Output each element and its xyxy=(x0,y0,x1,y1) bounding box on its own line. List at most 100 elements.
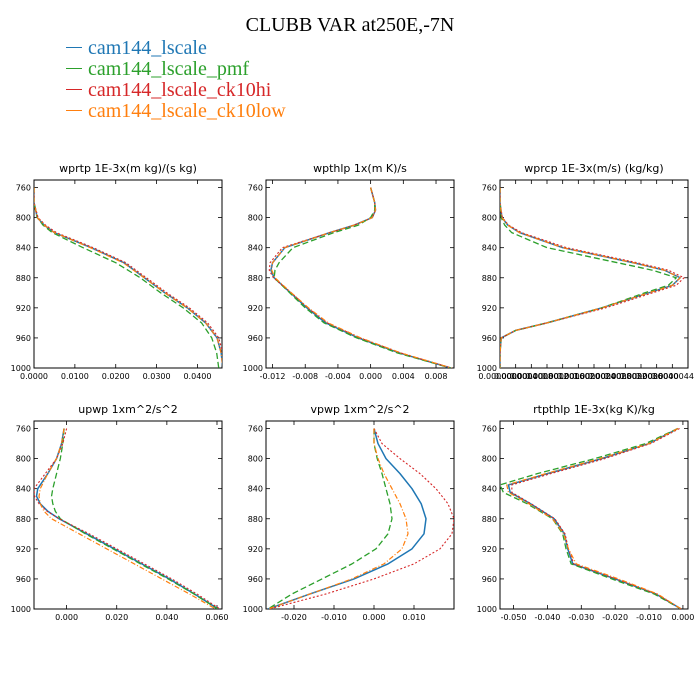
y-tick-label: 760 xyxy=(482,425,497,434)
y-tick-label: 960 xyxy=(482,575,497,584)
x-tick-label: 0.0300 xyxy=(143,372,171,381)
y-tick-label: 800 xyxy=(248,214,263,223)
panel-title: wprcp 1E-3x(m/s) (kg/kg) xyxy=(524,162,663,175)
series-line-cam144_lscale_pmf xyxy=(500,427,682,609)
x-tick-label: 0.0400 xyxy=(183,372,211,381)
series-line-cam144_lscale xyxy=(507,427,682,609)
y-tick-label: 760 xyxy=(16,184,31,193)
y-tick-label: 880 xyxy=(248,515,263,524)
panel-title: wprtp 1E-3x(m kg)/(s kg) xyxy=(59,162,197,175)
series-line-cam144_lscale_ck10low xyxy=(34,187,222,367)
x-tick-label: 0.0100 xyxy=(61,372,89,381)
y-tick-label: 1000 xyxy=(243,605,263,614)
series-line-cam144_lscale_ck10hi xyxy=(268,187,452,368)
legend-label: cam144_lscale_ck10hi xyxy=(88,79,272,101)
series-line-cam144_lscale_ck10low xyxy=(38,428,217,609)
x-tick-label: 0.0000004 xyxy=(494,372,537,381)
x-tick-label: -0.020 xyxy=(602,613,628,622)
legend-item: cam144_lscale_ck10low xyxy=(66,101,286,122)
x-tick-label: 0.0000 xyxy=(20,372,48,381)
y-tick-label: 1000 xyxy=(477,364,497,373)
legend-label: cam144_lscale_pmf xyxy=(88,58,250,80)
x-tick-label: 0.0000044 xyxy=(651,372,694,381)
plot-frame xyxy=(33,420,223,610)
y-tick-label: 800 xyxy=(16,214,31,223)
y-tick-label: 960 xyxy=(248,575,263,584)
legend-swatch xyxy=(66,109,82,111)
x-tick-label: 0.0000020 xyxy=(557,372,600,381)
series-line-cam144_lscale_ck10hi xyxy=(34,187,222,353)
y-tick-label: 840 xyxy=(16,485,31,494)
y-tick-label: 960 xyxy=(16,334,31,343)
chart-panel: wprtp 1E-3x(m kg)/(s kg) 760 800 840 880 920 9… xyxy=(11,162,223,381)
y-tick-label: 880 xyxy=(482,515,497,524)
x-tick-label: 0.004 xyxy=(392,372,415,381)
legend-item: cam144_lscale xyxy=(66,38,286,59)
series-line-cam144_lscale_ck10hi xyxy=(511,428,682,609)
chart-panel: upwp 1xm^2/s^2 760 800 840 880 920 960 1000 0.00… xyxy=(11,403,229,622)
y-tick-label: 880 xyxy=(16,515,31,524)
series-line-cam144_lscale_pmf xyxy=(50,428,219,609)
panel-title: rtpthlp 1E-3x(kg K)/kg xyxy=(533,403,655,416)
x-tick-label: -0.004 xyxy=(325,372,351,381)
chart-panel: wprcp 1E-3x(m/s) (kg/kg) 760 800 840 880 920 9… xyxy=(477,162,694,381)
series-line-cam144_lscale_ck10low xyxy=(506,427,682,609)
series-line-cam144_lscale_ck10hi xyxy=(269,428,454,609)
series-line-cam144_lscale_ck10hi xyxy=(500,187,685,368)
series-line-cam144_lscale_pmf xyxy=(267,428,393,609)
x-tick-label: 0.0000012 xyxy=(525,372,568,381)
y-tick-label: 840 xyxy=(248,244,263,253)
plot-frame xyxy=(499,420,689,610)
y-tick-label: 840 xyxy=(482,485,497,494)
series-line-cam144_lscale_pmf xyxy=(273,187,451,368)
x-tick-label: -0.010 xyxy=(321,613,347,622)
y-tick-label: 800 xyxy=(482,214,497,223)
figure-title: CLUBB VAR at250E,-7N xyxy=(245,14,455,36)
x-tick-label: -0.020 xyxy=(281,613,307,622)
plot-frame xyxy=(265,420,455,610)
x-tick-label: 0.008 xyxy=(425,372,448,381)
y-tick-label: 1000 xyxy=(243,364,263,373)
x-tick-label: 0.0000036 xyxy=(619,372,662,381)
x-tick-label: -0.040 xyxy=(535,613,561,622)
y-tick-label: 800 xyxy=(248,455,263,464)
legend-swatch xyxy=(66,46,82,48)
series-line-cam144_lscale_ck10low xyxy=(267,428,409,609)
y-tick-label: 920 xyxy=(482,304,497,313)
x-tick-label: 0.0000032 xyxy=(604,372,647,381)
series-line-cam144_lscale xyxy=(500,187,681,368)
x-tick-label: 0.0000028 xyxy=(588,372,631,381)
y-tick-label: 760 xyxy=(248,425,263,434)
legend: cam144_lscale cam144_lscale_pmf cam144_l… xyxy=(66,38,286,122)
panel-title: vpwp 1xm^2/s^2 xyxy=(310,403,409,416)
y-tick-label: 760 xyxy=(248,184,263,193)
x-tick-label: 0.0000040 xyxy=(635,372,678,381)
y-tick-label: 920 xyxy=(248,545,263,554)
y-tick-label: 760 xyxy=(482,184,497,193)
x-tick-label: 0.0000024 xyxy=(572,372,615,381)
y-tick-label: 880 xyxy=(16,274,31,283)
chart-panel: vpwp 1xm^2/s^2 760 800 840 880 920 960 1000 -0.0… xyxy=(243,403,455,622)
chart-panel: wpthlp 1x(m K)/s7608008408809209601000-0… xyxy=(243,162,455,381)
y-tick-label: 760 xyxy=(16,425,31,434)
x-tick-label: 0.000 xyxy=(671,613,694,622)
x-tick-label: 0.0200 xyxy=(102,372,130,381)
y-tick-label: 840 xyxy=(482,244,497,253)
series-line-cam144_lscale_ck10low xyxy=(500,187,681,368)
x-tick-label: -0.050 xyxy=(501,613,527,622)
y-tick-label: 920 xyxy=(482,545,497,554)
x-tick-label: 0.0000016 xyxy=(541,372,584,381)
y-tick-label: 840 xyxy=(16,244,31,253)
x-tick-label: 0.0000000 xyxy=(478,372,521,381)
series-line-cam144_lscale xyxy=(34,187,222,368)
y-tick-label: 960 xyxy=(482,334,497,343)
x-tick-label: 0.000 xyxy=(363,613,386,622)
x-tick-label: 0.000 xyxy=(55,613,78,622)
legend-label: cam144_lscale xyxy=(88,37,207,59)
plot-frame xyxy=(265,179,455,369)
plot-frame xyxy=(33,179,223,369)
legend-label: cam144_lscale_ck10low xyxy=(88,100,286,122)
x-tick-label: -0.010 xyxy=(636,613,662,622)
x-tick-label: -0.030 xyxy=(568,613,594,622)
